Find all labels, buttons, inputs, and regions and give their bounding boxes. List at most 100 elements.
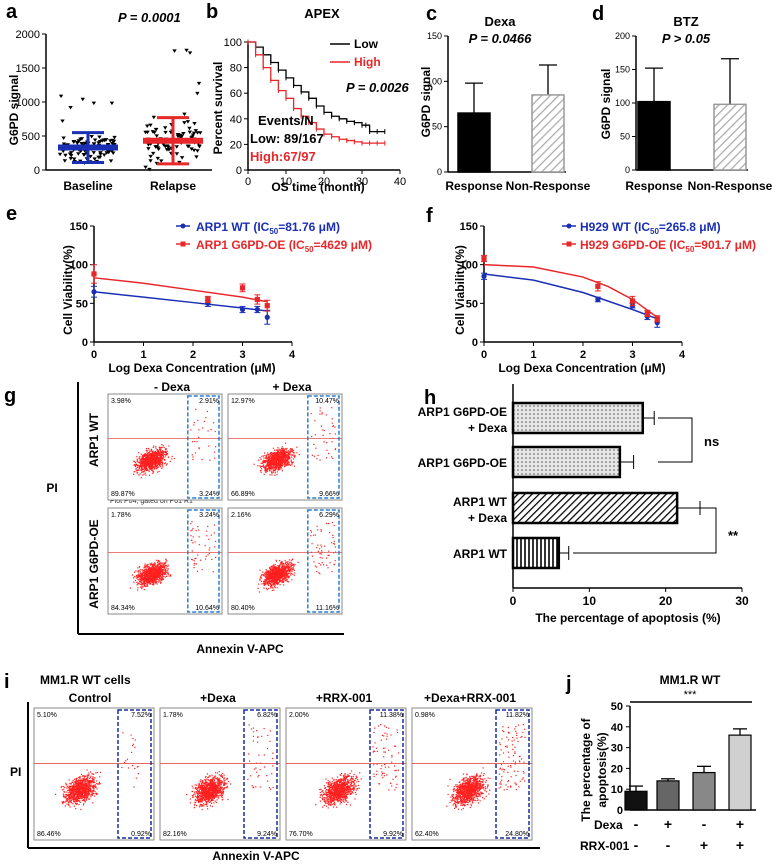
flow-plot: 2.16% 6.29%80.40% 11.16% bbox=[227, 507, 343, 615]
flow-event bbox=[288, 577, 290, 579]
flow-event bbox=[264, 582, 266, 584]
flow-event bbox=[260, 575, 262, 577]
flow-event bbox=[270, 575, 272, 577]
flow-event bbox=[140, 575, 142, 577]
quadrant-ul: 12.97% bbox=[231, 398, 255, 405]
b-xtick-label: 20 bbox=[318, 176, 330, 188]
flow-event bbox=[55, 793, 57, 795]
flow-event bbox=[153, 463, 155, 465]
flow-event bbox=[268, 582, 270, 584]
flow-event bbox=[283, 578, 285, 580]
flow-event bbox=[144, 580, 146, 582]
flow-event bbox=[191, 550, 193, 552]
flow-event bbox=[157, 579, 160, 581]
flow-event bbox=[267, 583, 269, 585]
flow-event bbox=[272, 570, 274, 572]
flow-event bbox=[88, 786, 90, 788]
flow-event bbox=[334, 560, 336, 562]
flow-event bbox=[93, 793, 95, 795]
flow-event bbox=[75, 808, 77, 810]
flow-event bbox=[280, 576, 282, 578]
f-legend-wt: H929 WT (IC50=265.8 μM) bbox=[580, 220, 721, 236]
flow-event bbox=[281, 568, 283, 570]
flow-event bbox=[154, 468, 156, 470]
flow-event bbox=[154, 457, 156, 459]
flow-event bbox=[78, 776, 80, 778]
a-point bbox=[98, 151, 103, 155]
flow-event bbox=[281, 567, 283, 569]
flow-event bbox=[151, 571, 153, 573]
flow-event bbox=[73, 798, 75, 800]
flow-event bbox=[167, 565, 169, 568]
flow-event bbox=[269, 458, 271, 460]
flow-event bbox=[157, 568, 159, 570]
flow-event bbox=[71, 785, 73, 787]
flow-event bbox=[319, 410, 321, 412]
flow-event bbox=[161, 576, 163, 578]
flow-event bbox=[167, 453, 169, 455]
i-col-dexa: +Dexa bbox=[200, 691, 236, 705]
flow-event bbox=[287, 563, 289, 565]
flow-event bbox=[143, 572, 145, 574]
flow-event bbox=[144, 572, 146, 575]
flow-event bbox=[277, 584, 279, 586]
flow-event bbox=[82, 794, 84, 796]
panel-label-b: b bbox=[206, 1, 218, 23]
flow-event bbox=[78, 801, 80, 803]
flow-event bbox=[165, 561, 167, 563]
flow-event bbox=[270, 463, 272, 466]
flow-event bbox=[84, 782, 86, 784]
flow-event bbox=[289, 451, 291, 454]
a-ytick-label: 0 bbox=[34, 165, 40, 177]
flow-event bbox=[265, 469, 268, 472]
flow-event bbox=[140, 464, 142, 466]
flow-event bbox=[139, 575, 141, 577]
a-ytick-label: 1000 bbox=[16, 97, 40, 109]
flow-event bbox=[159, 560, 161, 562]
flow-event bbox=[280, 571, 282, 573]
flow-event bbox=[267, 573, 269, 575]
flow-event bbox=[142, 574, 144, 577]
flow-event bbox=[138, 570, 140, 572]
flow-event bbox=[84, 785, 86, 787]
flow-event bbox=[79, 801, 81, 803]
flow-event bbox=[157, 578, 159, 580]
flow-event bbox=[148, 459, 150, 461]
flow-event bbox=[158, 571, 160, 573]
flow-event bbox=[83, 794, 85, 796]
flow-event bbox=[88, 791, 90, 793]
flow-event bbox=[164, 571, 166, 573]
flow-event bbox=[162, 451, 164, 453]
flow-event bbox=[288, 570, 290, 572]
flow-event bbox=[269, 466, 271, 468]
flow-event bbox=[287, 453, 289, 455]
flow-event bbox=[165, 448, 167, 450]
flow-event bbox=[156, 570, 158, 572]
flow-event bbox=[151, 575, 153, 577]
flow-event bbox=[273, 463, 275, 465]
a-point bbox=[79, 137, 85, 141]
flow-event bbox=[160, 566, 162, 569]
flow-event bbox=[281, 454, 283, 456]
flow-event bbox=[135, 467, 137, 469]
flow-event bbox=[192, 456, 194, 458]
flow-event bbox=[151, 565, 154, 567]
flow-event bbox=[273, 456, 275, 458]
flow-event bbox=[157, 581, 160, 583]
flow-event bbox=[144, 459, 146, 461]
flow-event bbox=[278, 461, 280, 463]
flow-event bbox=[290, 559, 292, 561]
flow-event bbox=[156, 465, 158, 468]
flow-event bbox=[82, 775, 84, 777]
flow-event bbox=[278, 579, 280, 581]
flow-event bbox=[272, 580, 274, 582]
flow-event bbox=[83, 778, 85, 780]
flow-event bbox=[150, 571, 152, 573]
ytick-label: 50 bbox=[76, 298, 88, 310]
flow-event bbox=[281, 446, 283, 448]
g-col-minus-dexa: - Dexa bbox=[154, 380, 190, 394]
flow-event bbox=[148, 474, 151, 476]
flow-event bbox=[272, 453, 274, 455]
gate-box bbox=[187, 395, 220, 499]
xtick-label: 2 bbox=[190, 349, 196, 361]
